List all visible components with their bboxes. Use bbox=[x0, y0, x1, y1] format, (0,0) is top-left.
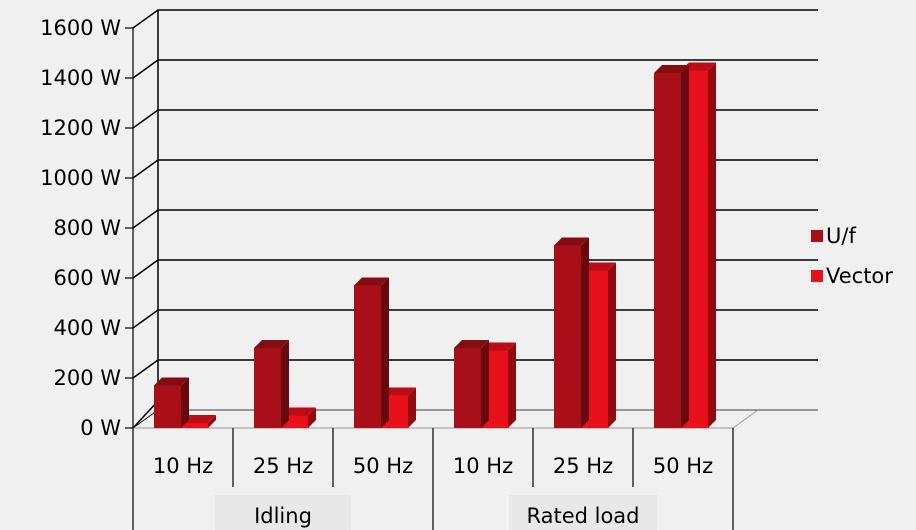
bar-side bbox=[181, 377, 189, 428]
bar-front bbox=[454, 348, 481, 428]
bar-front bbox=[654, 73, 681, 428]
bars bbox=[154, 62, 716, 428]
bar-top bbox=[581, 262, 616, 271]
bar-side bbox=[581, 237, 589, 428]
bar-front bbox=[181, 423, 208, 428]
bar-side bbox=[508, 342, 516, 428]
gridline bbox=[132, 9, 818, 29]
bar-top bbox=[554, 237, 589, 246]
bar-top bbox=[281, 407, 316, 416]
legend-swatch bbox=[811, 230, 823, 242]
bar-top bbox=[154, 377, 189, 386]
bar-top bbox=[681, 62, 716, 71]
bar-uf bbox=[554, 237, 589, 428]
y-tick-label: 1600 W bbox=[40, 16, 121, 40]
bar-uf bbox=[154, 377, 189, 428]
group-label: Idling bbox=[254, 504, 312, 528]
bar-top bbox=[481, 342, 516, 351]
bar-side bbox=[708, 62, 716, 428]
bar-top bbox=[654, 65, 689, 73]
bar-top bbox=[354, 277, 389, 286]
bar-side bbox=[208, 415, 216, 428]
bar-front bbox=[554, 245, 581, 428]
bar-top bbox=[254, 340, 289, 348]
y-tick-label: 1200 W bbox=[40, 116, 121, 140]
y-tick-label: 0 W bbox=[80, 416, 121, 440]
y-tick-label: 400 W bbox=[53, 316, 121, 340]
y-axis-tick-labels: 0 W 200 W 400 W 600 W 800 W 1000 W 1200 W 1400 … bbox=[40, 16, 121, 440]
bar-top bbox=[381, 387, 416, 396]
x-tick-label: 10 Hz bbox=[453, 454, 513, 478]
bar-uf bbox=[454, 340, 489, 428]
bar-side bbox=[308, 407, 316, 428]
bar-side bbox=[381, 277, 389, 428]
x-tick-label: 25 Hz bbox=[253, 454, 313, 478]
bar-side bbox=[408, 387, 416, 428]
legend-label: Vector bbox=[826, 264, 893, 288]
bar-side bbox=[681, 65, 689, 428]
bar-uf bbox=[254, 340, 289, 428]
legend-label: U/f bbox=[826, 224, 856, 248]
bar-side bbox=[481, 340, 489, 428]
x-tick-label: 10 Hz bbox=[153, 454, 213, 478]
y-tick-label: 200 W bbox=[53, 366, 121, 390]
x-tick-label: 50 Hz bbox=[653, 454, 713, 478]
wall-edge bbox=[132, 400, 159, 429]
bar-side bbox=[608, 262, 616, 428]
bar-uf bbox=[654, 65, 689, 428]
y-tick-label: 600 W bbox=[53, 266, 121, 290]
legend-swatch bbox=[811, 270, 823, 282]
group-label: Rated load bbox=[526, 504, 639, 528]
x-tick-label: 50 Hz bbox=[353, 454, 413, 478]
group-label-bg bbox=[509, 495, 657, 530]
y-tick-label: 1400 W bbox=[40, 66, 121, 90]
floor-edge bbox=[732, 409, 759, 429]
bar-side bbox=[281, 340, 289, 428]
bar-front bbox=[254, 348, 281, 428]
y-tick-label: 800 W bbox=[53, 216, 121, 240]
bar-vector bbox=[181, 415, 216, 428]
category-axis: 10 Hz 25 Hz 50 Hz 10 Hz 25 Hz 50 Hz Idling Rate… bbox=[132, 428, 734, 530]
legend: U/f Vector bbox=[811, 224, 893, 288]
bar-top bbox=[181, 415, 216, 423]
group-label-bg bbox=[215, 495, 351, 530]
x-tick-label: 25 Hz bbox=[553, 454, 613, 478]
bar-uf bbox=[354, 277, 389, 428]
bar-top bbox=[454, 340, 489, 348]
bar-front bbox=[354, 285, 381, 428]
bar-front bbox=[154, 385, 181, 428]
y-tick-label: 1000 W bbox=[40, 166, 121, 190]
